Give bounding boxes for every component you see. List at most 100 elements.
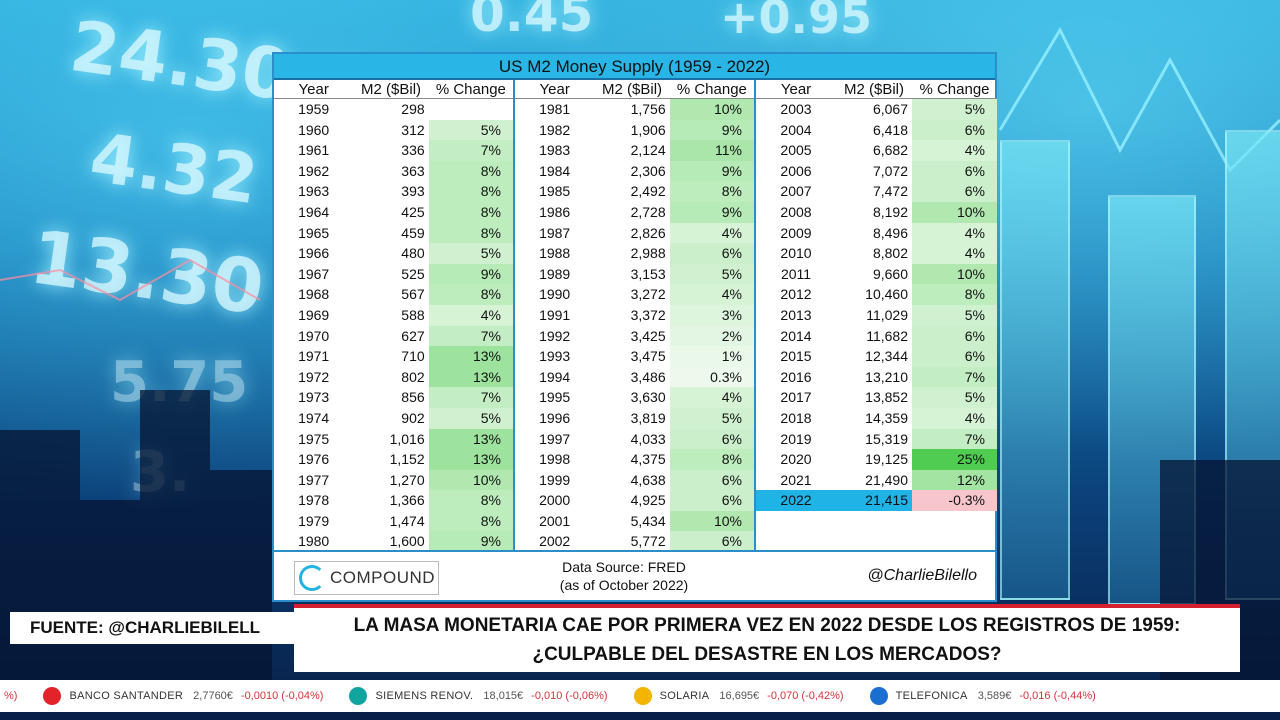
cell-m2: 13,210: [865, 368, 908, 385]
cell-year: 1959: [298, 101, 330, 117]
cell-pct-change: 8%: [912, 284, 997, 305]
cell-m2: 567: [401, 286, 425, 303]
bg-building: [210, 470, 272, 680]
cell-m2: 11,029: [866, 306, 908, 323]
table-row: 2015 12,344 6%: [756, 346, 997, 367]
cell-year: 2008: [780, 203, 812, 220]
cell-year: 1977: [298, 471, 330, 488]
table-row: 1985 2,492 8%: [515, 181, 754, 202]
bg-bar: [1000, 140, 1070, 600]
cell-pct-change: 8%: [428, 510, 513, 532]
cell-m2: 7,072: [872, 162, 908, 179]
table-row: 1963 393 8%: [274, 181, 513, 202]
table-row: 2005 6,682 4%: [756, 140, 997, 161]
cell-pct-change: 9%: [669, 160, 754, 182]
header-pct-change: % Change: [435, 81, 506, 98]
cell-year: 1976: [298, 451, 330, 468]
cell-year: 1998: [539, 451, 571, 468]
headline-line-2: ¿CULPABLE DEL DESASTRE EN LOS MERCADOS?: [532, 644, 1002, 665]
ticker-price: 3,589€: [977, 690, 1012, 702]
card-title: US M2 Money Supply (1959 - 2022): [274, 54, 995, 80]
table-row: 1989 3,153 5%: [515, 263, 754, 285]
cell-m2: 480: [401, 245, 425, 262]
cell-m2: 10,460: [865, 286, 908, 303]
table-row: 2001 5,434 10%: [515, 510, 754, 532]
cell-m2: 8,802: [872, 245, 908, 262]
cell-m2: 1,600: [389, 533, 425, 550]
cell-m2: 5,772: [630, 533, 666, 550]
bg-number: 0.45: [470, 0, 594, 43]
table-row: 1981 1,756 10%: [515, 99, 754, 120]
compound-logo: COMPOUND: [294, 561, 439, 595]
table-row: 1996 3,819 5%: [515, 407, 754, 429]
cell-m2: 856: [401, 389, 425, 406]
cell-m2: 710: [401, 348, 425, 365]
cell-m2: 6,682: [872, 142, 908, 159]
cell-pct-change: 5%: [669, 407, 754, 429]
cell-m2: 2,826: [630, 224, 666, 241]
cell-pct-change: 13%: [428, 428, 513, 450]
cell-pct-change: 5%: [428, 243, 513, 264]
table-row: 1972 802 13%: [274, 366, 513, 388]
cell-pct-change: 2%: [669, 325, 754, 347]
cell-year: 1972: [298, 368, 330, 385]
cell-pct-change: 7%: [428, 325, 513, 347]
cell-pct-change: 8%: [428, 490, 513, 511]
cell-year: 1980: [298, 533, 330, 550]
cell-year: 2000: [539, 492, 571, 509]
cell-pct-change: 6%: [669, 428, 754, 450]
cell-pct-change: 0.3%: [669, 366, 754, 388]
cell-m2: 459: [401, 224, 425, 241]
cell-pct-change: 8%: [428, 181, 513, 202]
cell-m2: 802: [401, 368, 425, 385]
cell-m2: 3,475: [630, 348, 666, 365]
cell-m2: 3,486: [630, 368, 666, 385]
table-row: 2022 21,415 -0.3%: [756, 490, 997, 511]
cell-year: 2005: [780, 142, 812, 159]
table-row: 1999 4,638 6%: [515, 469, 754, 491]
table-row: 1994 3,486 0.3%: [515, 366, 754, 388]
headline-banner: LA MASA MONETARIA CAE POR PRIMERA VEZ EN…: [294, 604, 1240, 672]
cell-year: 1982: [539, 121, 571, 138]
cell-pct-change: 10%: [912, 201, 997, 223]
cell-pct-change: 7%: [428, 387, 513, 408]
cell-year: 1985: [539, 183, 571, 200]
cell-year: 1989: [539, 265, 571, 282]
cell-year: 2009: [780, 224, 812, 241]
cell-pct-change: 7%: [912, 428, 997, 450]
cell-pct-change: 8%: [428, 160, 513, 182]
cell-pct-change: 12%: [912, 469, 997, 491]
cell-year: 1964: [298, 203, 330, 220]
table-row: 1973 856 7%: [274, 387, 513, 408]
cell-m2: 1,474: [389, 512, 425, 529]
cell-pct-change: 10%: [912, 263, 997, 285]
table-row: 1982 1,906 9%: [515, 119, 754, 141]
cell-year: 2003: [780, 101, 812, 117]
cell-m2: 6,418: [872, 121, 908, 138]
table-row: 2017 13,852 5%: [756, 387, 997, 408]
cell-m2: 2,988: [630, 245, 666, 262]
cell-year: 1991: [539, 306, 571, 323]
table-row: 2019 15,319 7%: [756, 428, 997, 450]
card-footer: COMPOUND Data Source: FRED (as of Octobe…: [274, 550, 995, 600]
cell-year: 2017: [780, 389, 812, 406]
table-row: 1962 363 8%: [274, 160, 513, 182]
cell-year: 1974: [298, 409, 330, 426]
cell-year: 1997: [539, 430, 571, 447]
cell-year: 2022: [756, 490, 836, 511]
cell-year: 2012: [780, 286, 812, 303]
table-row: 2016 13,210 7%: [756, 366, 997, 388]
table-row: 1990 3,272 4%: [515, 284, 754, 305]
ticker-item: %): [4, 690, 17, 702]
cell-pct-change: 6%: [912, 160, 997, 182]
cell-year: 1984: [539, 162, 571, 179]
cell-pct-change: 11%: [669, 140, 754, 161]
cell-pct-change: 4%: [912, 222, 997, 244]
table-row: 1992 3,425 2%: [515, 325, 754, 347]
cell-pct-change: 6%: [912, 181, 997, 202]
cell-year: 2018: [780, 409, 812, 426]
cell-m2: 4,033: [630, 430, 666, 447]
table-row: 2000 4,925 6%: [515, 490, 754, 511]
cell-pct-change: [429, 99, 513, 120]
ticker-price: 2,7760€: [193, 690, 233, 702]
